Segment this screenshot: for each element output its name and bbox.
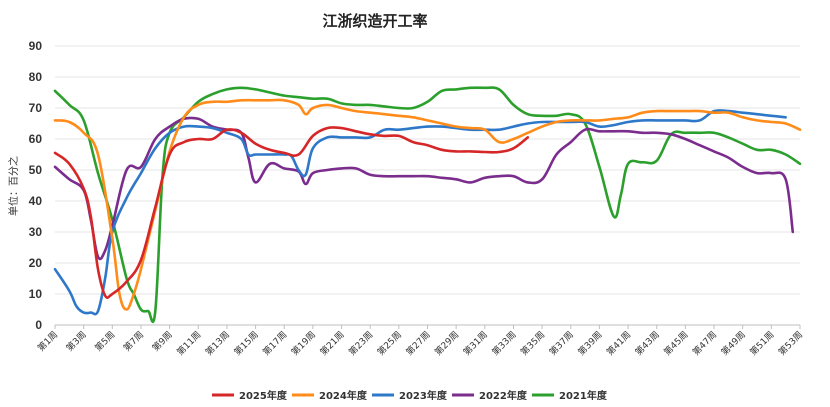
x-tick-label: 第1周 (35, 329, 60, 354)
gridlines (55, 45, 800, 326)
legend-label: 2022年度 (479, 389, 528, 402)
legend-label: 2025年度 (239, 389, 288, 402)
y-tick-label: 70 (29, 101, 43, 115)
x-tick-label: 第11周 (174, 329, 203, 358)
x-tick-label: 第29周 (432, 329, 461, 358)
series-line-2024年度 (53, 98, 802, 311)
chart-title: 江浙织造开工率 (322, 12, 427, 30)
series-line-2022年度 (53, 116, 795, 261)
x-tick-label: 第49周 (719, 329, 748, 358)
x-tick-label: 第9周 (149, 329, 174, 354)
legend-label: 2024年度 (319, 389, 368, 402)
x-tick-label: 第15周 (231, 329, 260, 358)
y-tick-label: 80 (29, 70, 43, 84)
x-tick-label: 第19周 (289, 329, 318, 358)
x-tick-label: 第43周 (633, 329, 662, 358)
x-tick-label: 第33周 (489, 329, 518, 358)
y-tick-label: 10 (29, 287, 43, 301)
x-tick-label: 第53周 (776, 329, 805, 358)
x-tick-label: 第7周 (121, 329, 146, 354)
x-axis-ticks: 第1周 第3周 第5周 第7周 第9周 第11周 第13周 第15周 第17周 第19周 第21周第… (35, 325, 805, 358)
x-tick-label: 第13周 (203, 329, 232, 358)
y-axis-ticks: 0 10 20 30 40 50 60 70 80 90 (29, 39, 43, 332)
x-tick-label: 第31周 (461, 329, 490, 358)
y-tick-label: 40 (29, 194, 43, 208)
x-tick-label: 第41周 (604, 329, 633, 358)
y-tick-label: 30 (29, 225, 43, 239)
x-tick-label: 第21周 (317, 329, 346, 358)
y-tick-label: 20 (29, 256, 43, 270)
x-tick-label: 第25周 (375, 329, 404, 358)
y-tick-label: 50 (29, 163, 43, 177)
x-tick-label: 第27周 (403, 329, 432, 358)
legend-label: 2021年度 (559, 389, 608, 402)
y-tick-label: 60 (29, 132, 43, 146)
x-tick-label: 第35周 (518, 329, 547, 358)
series-lines (53, 86, 802, 324)
series-line-2023年度 (53, 108, 787, 316)
x-tick-label: 第47周 (690, 329, 719, 358)
legend: 2025年度 2024年度 2023年度 2022年度 2021年度 (212, 389, 608, 402)
x-tick-label: 第45周 (661, 329, 690, 358)
x-tick-label: 第23周 (346, 329, 375, 358)
x-tick-label: 第3周 (64, 329, 89, 354)
x-tick-label: 第17周 (260, 329, 289, 358)
series-line-2021年度 (53, 86, 802, 324)
x-tick-label: 第37周 (547, 329, 576, 358)
y-tick-label: 90 (29, 39, 43, 53)
x-tick-label: 第5周 (92, 329, 117, 354)
x-tick-label: 第39周 (575, 329, 604, 358)
series-line-2025年度 (53, 126, 530, 299)
legend-label: 2023年度 (399, 389, 448, 402)
y-tick-label: 0 (35, 318, 42, 332)
y-axis-label: 单位：百分之 (7, 156, 20, 216)
x-tick-label: 第51周 (747, 329, 776, 358)
